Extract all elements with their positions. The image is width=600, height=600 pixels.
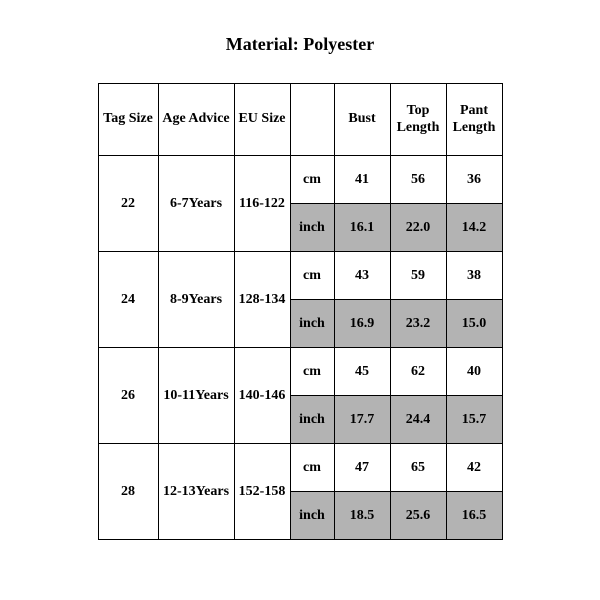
cell-age: 8-9Years	[158, 252, 234, 348]
cell-bust-cm: 47	[334, 444, 390, 492]
col-top-label: Top Length	[397, 103, 440, 134]
cell-top-inch: 22.0	[390, 204, 446, 252]
cell-bust-inch: 17.7	[334, 396, 390, 444]
col-unit	[290, 84, 334, 156]
cell-bust-inch: 18.5	[334, 492, 390, 540]
table-row: 24 8-9Years 128-134 cm 43 59 38	[98, 252, 502, 300]
cell-pant-inch: 15.0	[446, 300, 502, 348]
cell-top-cm: 65	[390, 444, 446, 492]
cell-tag: 24	[98, 252, 158, 348]
cell-tag: 26	[98, 348, 158, 444]
cell-unit-inch: inch	[290, 204, 334, 252]
cell-age: 12-13Years	[158, 444, 234, 540]
cell-top-inch: 25.6	[390, 492, 446, 540]
col-pant: Pant Length	[446, 84, 502, 156]
cell-eu: 128-134	[234, 252, 290, 348]
cell-pant-cm: 36	[446, 156, 502, 204]
cell-age: 6-7Years	[158, 156, 234, 252]
cell-pant-inch: 15.7	[446, 396, 502, 444]
table-header-row: Tag Size Age Advice EU Size Bust Top Len…	[98, 84, 502, 156]
col-pant-label: Pant Length	[453, 103, 496, 134]
cell-unit-inch: inch	[290, 492, 334, 540]
cell-bust-cm: 45	[334, 348, 390, 396]
page: Material: Polyester Tag Size Age Advice …	[0, 0, 600, 600]
size-table: Tag Size Age Advice EU Size Bust Top Len…	[98, 83, 503, 540]
cell-top-cm: 62	[390, 348, 446, 396]
cell-top-inch: 24.4	[390, 396, 446, 444]
cell-bust-cm: 41	[334, 156, 390, 204]
cell-top-inch: 23.2	[390, 300, 446, 348]
cell-top-cm: 59	[390, 252, 446, 300]
cell-bust-inch: 16.9	[334, 300, 390, 348]
cell-unit-cm: cm	[290, 252, 334, 300]
cell-pant-inch: 16.5	[446, 492, 502, 540]
table-row: 22 6-7Years 116-122 cm 41 56 36	[98, 156, 502, 204]
cell-eu: 152-158	[234, 444, 290, 540]
cell-tag: 22	[98, 156, 158, 252]
col-bust: Bust	[334, 84, 390, 156]
cell-bust-cm: 43	[334, 252, 390, 300]
col-tag: Tag Size	[98, 84, 158, 156]
page-title: Material: Polyester	[0, 34, 600, 55]
cell-unit-cm: cm	[290, 156, 334, 204]
col-eu: EU Size	[234, 84, 290, 156]
cell-unit-cm: cm	[290, 348, 334, 396]
table-row: 26 10-11Years 140-146 cm 45 62 40	[98, 348, 502, 396]
cell-eu: 116-122	[234, 156, 290, 252]
table-body: 22 6-7Years 116-122 cm 41 56 36 inch 16.…	[98, 156, 502, 540]
cell-bust-inch: 16.1	[334, 204, 390, 252]
cell-pant-inch: 14.2	[446, 204, 502, 252]
cell-eu: 140-146	[234, 348, 290, 444]
col-age: Age Advice	[158, 84, 234, 156]
cell-unit-inch: inch	[290, 396, 334, 444]
col-top: Top Length	[390, 84, 446, 156]
cell-unit-cm: cm	[290, 444, 334, 492]
cell-pant-cm: 38	[446, 252, 502, 300]
cell-top-cm: 56	[390, 156, 446, 204]
cell-age: 10-11Years	[158, 348, 234, 444]
cell-pant-cm: 40	[446, 348, 502, 396]
cell-pant-cm: 42	[446, 444, 502, 492]
table-row: 28 12-13Years 152-158 cm 47 65 42	[98, 444, 502, 492]
cell-tag: 28	[98, 444, 158, 540]
cell-unit-inch: inch	[290, 300, 334, 348]
